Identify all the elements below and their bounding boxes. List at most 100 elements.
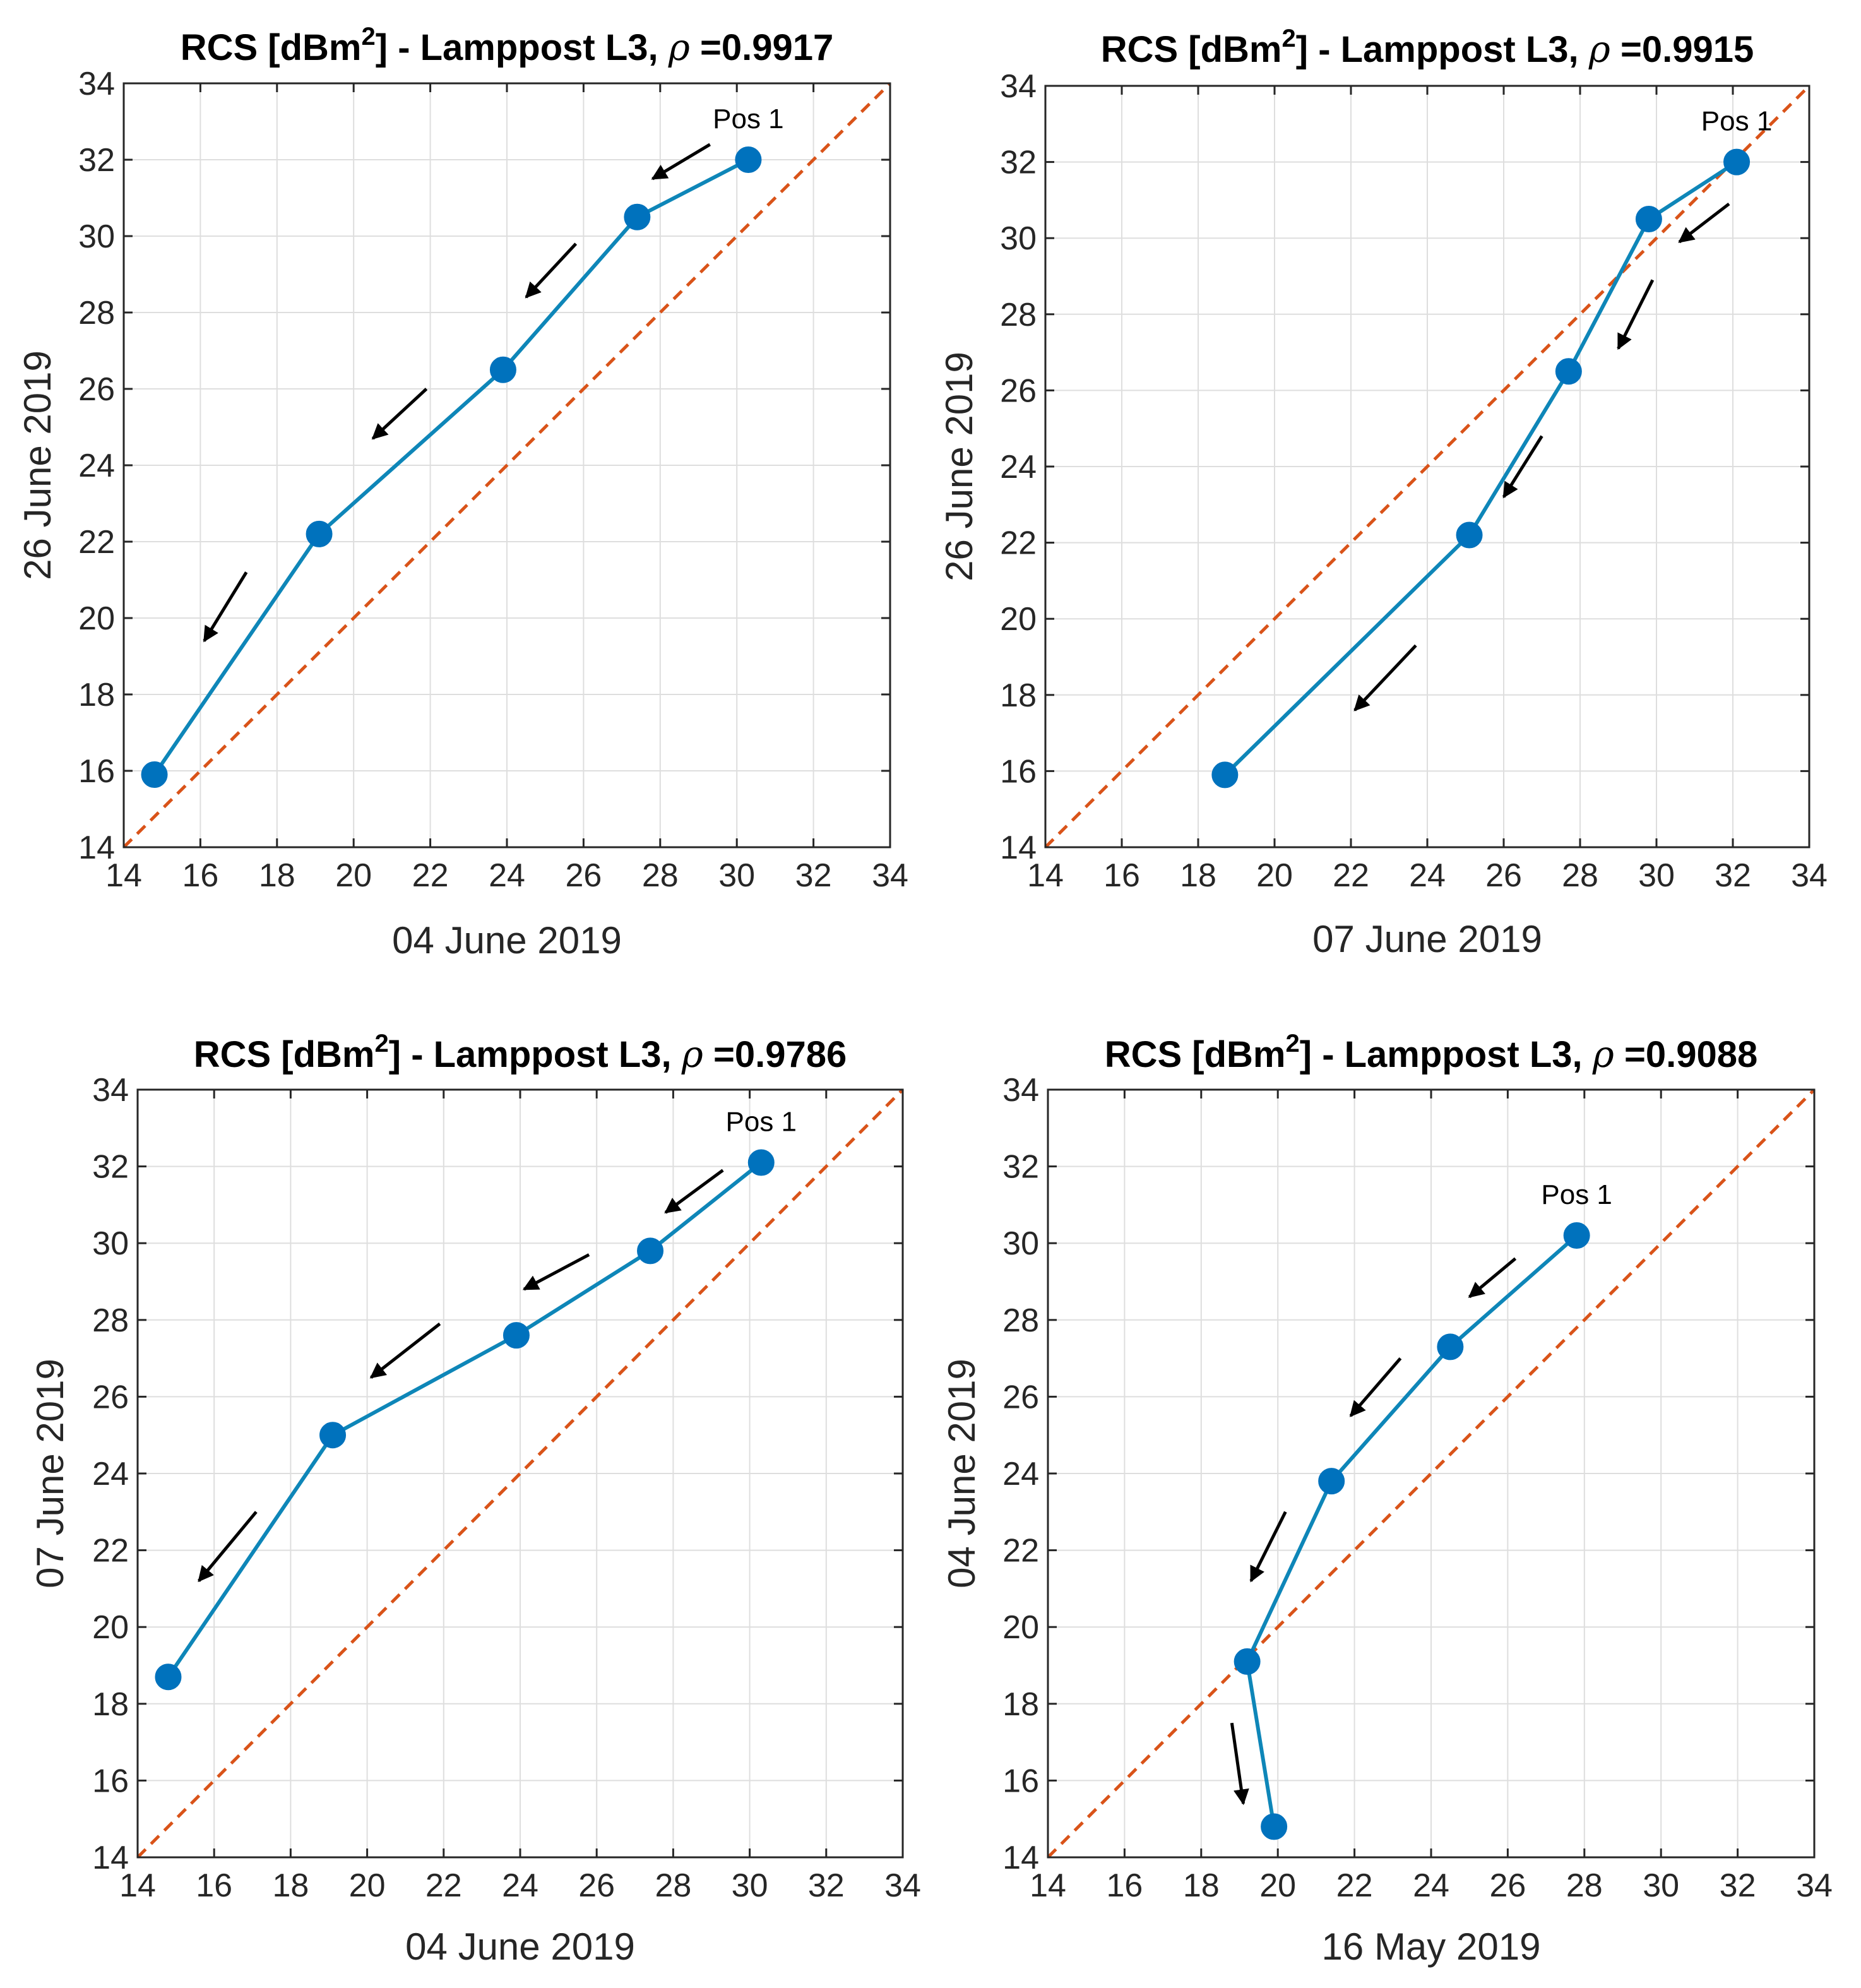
y-tick-label: 18	[1002, 1686, 1039, 1723]
data-point	[155, 1664, 182, 1691]
direction-arrow	[1349, 1357, 1402, 1417]
chart-title: RCS [dBm2] - Lamppost L3, ρ =0.9088	[1105, 1030, 1758, 1076]
y-tick-label: 34	[1002, 1072, 1039, 1109]
y-tick-label: 26	[78, 371, 115, 408]
y-tick-label: 14	[78, 830, 115, 866]
direction-arrow	[203, 571, 248, 643]
data-point	[747, 1149, 775, 1176]
x-tick-label: 32	[1715, 857, 1751, 894]
x-tick-label: 34	[884, 1867, 921, 1904]
x-tick-label: 22	[1336, 1867, 1373, 1904]
y-tick-label: 16	[1002, 1763, 1039, 1799]
y-tick-label: 34	[92, 1072, 129, 1109]
data-point	[502, 1322, 530, 1349]
y-tick-label: 24	[92, 1456, 129, 1492]
chart-title: RCS [dBm2] - Lamppost L3, ρ =0.9786	[194, 1030, 847, 1076]
x-tick-label: 20	[1256, 857, 1293, 894]
data-point	[735, 146, 762, 173]
data-point	[1318, 1468, 1345, 1495]
y-tick-label: 34	[78, 66, 115, 102]
x-tick-label: 20	[349, 1867, 386, 1904]
direction-arrow	[1502, 435, 1543, 499]
y-tick-label: 28	[78, 295, 115, 331]
y-tick-label: 24	[78, 448, 115, 484]
direction-arrow	[664, 1169, 724, 1214]
data-point	[1635, 206, 1662, 233]
y-tick-label: 26	[1000, 372, 1037, 409]
y-tick-label: 34	[1000, 68, 1037, 105]
y-tick-label: 18	[78, 677, 115, 713]
y-tick-label: 26	[92, 1379, 129, 1415]
x-tick-label: 26	[565, 857, 602, 894]
x-tick-label: 14	[1030, 1867, 1066, 1904]
x-tick-label: 24	[489, 857, 525, 894]
direction-arrow	[198, 1511, 258, 1583]
reference-line-diagonal	[1047, 1088, 1816, 1859]
y-tick-label: 32	[78, 142, 115, 179]
x-tick-label: 32	[1720, 1867, 1756, 1904]
x-axis-label: 07 June 2019	[1312, 918, 1542, 960]
y-tick-label: 28	[1002, 1302, 1039, 1339]
y-tick-label: 22	[1000, 525, 1037, 562]
direction-arrow	[1678, 202, 1730, 244]
data-point	[1563, 1222, 1590, 1249]
chart-title: RCS [dBm2] - Lamppost L3, ρ =0.9917	[181, 23, 834, 69]
y-tick-label: 32	[1000, 145, 1037, 181]
direction-arrow	[1230, 1722, 1249, 1806]
y-tick-label: 20	[1002, 1609, 1039, 1646]
y-tick-label: 16	[1000, 753, 1037, 790]
reference-line-diagonal	[1044, 85, 1810, 848]
x-tick-label: 30	[1643, 1867, 1679, 1904]
annotation-label: Pos 1	[1701, 106, 1773, 137]
x-tick-label: 28	[642, 857, 679, 894]
x-tick-label: 16	[182, 857, 218, 894]
data-point	[141, 761, 168, 789]
x-tick-label: 28	[1566, 1867, 1603, 1904]
y-axis-label: 07 June 2019	[29, 1359, 71, 1588]
annotation-label: Pos 1	[726, 1107, 797, 1138]
x-tick-label: 24	[1409, 857, 1446, 894]
direction-arrow	[1353, 644, 1417, 711]
direction-arrow	[651, 143, 711, 181]
y-tick-label: 18	[1000, 677, 1037, 714]
direction-arrow	[1468, 1257, 1517, 1299]
y-tick-label: 14	[1000, 830, 1037, 866]
data-point	[1456, 521, 1483, 549]
direction-arrow	[369, 1322, 441, 1379]
x-tick-label: 20	[335, 857, 372, 894]
chart-panel-4: 14 16 18 20 22 24 26 28 30 32 34 14 16 18 20 22 24 26 28 30…	[941, 1030, 1833, 1968]
y-tick-label: 30	[78, 218, 115, 255]
x-tick-label: 24	[1413, 1867, 1449, 1904]
data-point	[306, 520, 333, 547]
y-tick-label: 32	[1002, 1149, 1039, 1186]
y-tick-label: 22	[1002, 1533, 1039, 1569]
y-tick-label: 22	[92, 1533, 129, 1569]
data-point	[1261, 1813, 1288, 1840]
y-tick-label: 22	[78, 524, 115, 561]
data-point	[1234, 1648, 1261, 1675]
x-tick-label: 18	[272, 1867, 309, 1904]
x-tick-label: 14	[1027, 857, 1064, 894]
y-tick-label: 14	[1002, 1840, 1039, 1876]
y-tick-label: 30	[1002, 1225, 1039, 1262]
x-tick-label: 30	[732, 1867, 768, 1904]
x-tick-label: 32	[795, 857, 832, 894]
data-point	[1555, 358, 1582, 385]
y-tick-label: 30	[1000, 220, 1037, 257]
data-point	[1211, 761, 1239, 789]
annotation-label: Pos 1	[1541, 1179, 1612, 1210]
direction-arrow	[371, 388, 428, 440]
x-tick-label: 14	[119, 1867, 156, 1904]
x-tick-label: 22	[412, 857, 449, 894]
x-tick-label: 20	[1259, 1867, 1296, 1904]
data-point	[1723, 148, 1751, 176]
data-point	[624, 203, 651, 230]
data-point	[1437, 1333, 1464, 1360]
y-tick-label: 14	[92, 1840, 129, 1876]
y-tick-label: 20	[92, 1609, 129, 1646]
x-tick-label: 16	[196, 1867, 232, 1904]
x-tick-label: 14	[105, 857, 142, 894]
x-tick-label: 32	[808, 1867, 845, 1904]
y-axis-label: 04 June 2019	[941, 1359, 983, 1588]
